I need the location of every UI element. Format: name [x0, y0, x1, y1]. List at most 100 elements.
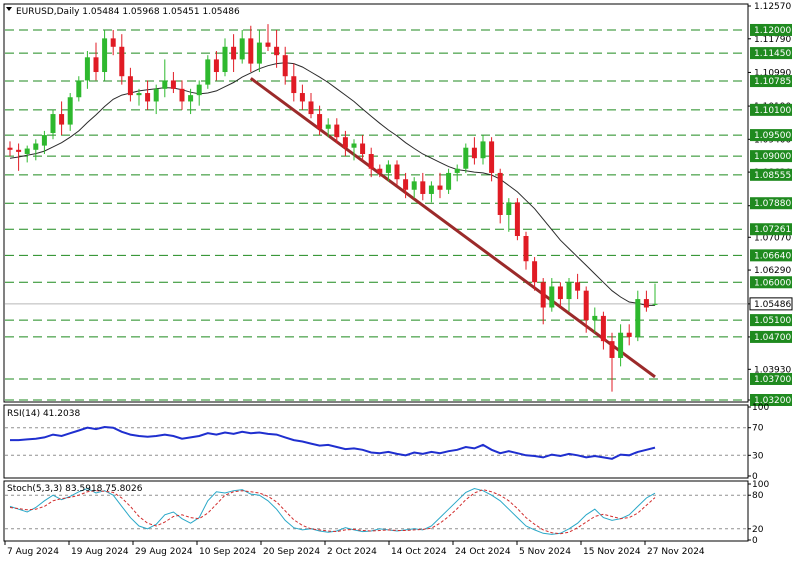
level-label: 1.10785 [754, 77, 791, 87]
candle [575, 273, 581, 300]
candle [360, 135, 366, 161]
candle-body [446, 172, 452, 190]
stoch-y-tick-label: 80 [752, 491, 764, 501]
candle-body [50, 114, 56, 133]
candle [256, 29, 262, 73]
candle-body [652, 303, 658, 305]
level-label-box [750, 249, 792, 262]
y-tick-label: 1.06290 [754, 266, 791, 276]
level-label: 1.03200 [754, 396, 791, 406]
candle [248, 25, 254, 73]
candle-body [377, 168, 383, 173]
candle [446, 168, 452, 194]
candle [84, 50, 90, 89]
candle-body [411, 181, 417, 190]
level-label-box [750, 103, 792, 116]
x-tick-label: 19 Aug 2024 [71, 547, 129, 557]
level-label-box [750, 150, 792, 163]
candle-body [532, 261, 538, 283]
stoch-y-tick-label: 0 [752, 536, 758, 546]
level-label-box [750, 129, 792, 142]
candle-body [325, 124, 331, 129]
candle [291, 63, 297, 102]
candle-body [351, 143, 357, 148]
candle-body [162, 80, 168, 89]
candle [153, 84, 159, 115]
rsi-y-tick-label: 0 [752, 472, 758, 482]
candle-body [592, 315, 598, 321]
candle-body [119, 46, 125, 77]
candle [162, 59, 168, 98]
symbol-header: EURUSD,Daily 1.05484 1.05968 1.05451 1.0… [16, 7, 240, 17]
candle [265, 24, 271, 51]
candle-body [463, 147, 469, 169]
y-tick-label: 1.05486 [754, 300, 791, 310]
candle-body [205, 59, 211, 85]
candle [196, 80, 202, 106]
candle [480, 135, 486, 165]
candle-body [265, 42, 271, 47]
candle-body [540, 282, 546, 308]
candle [93, 42, 99, 81]
rsi-pane-frame [3, 404, 749, 479]
candle-body [213, 59, 219, 73]
level-label-box [750, 314, 792, 327]
y-tick-label: 1.07070 [754, 233, 791, 243]
candle [540, 278, 546, 325]
candle-body [16, 149, 22, 152]
candle [532, 257, 538, 291]
candle [334, 118, 340, 144]
level-label: 1.06000 [754, 278, 791, 288]
x-tick-label: 14 Oct 2024 [391, 547, 447, 557]
candle [497, 168, 503, 224]
rsi-title: RSI(14) 41.2038 [7, 409, 80, 419]
candle-body [600, 315, 606, 342]
candle-body [514, 202, 520, 237]
candle-body [626, 332, 632, 337]
candle-body [489, 141, 495, 173]
candle-body [437, 185, 443, 190]
level-label: 1.12000 [754, 26, 791, 36]
candle [102, 29, 108, 81]
level-label-box [750, 23, 792, 36]
candle [188, 88, 194, 115]
candle [523, 231, 529, 270]
level-label: 1.06640 [754, 251, 791, 261]
stoch-signal-line [9, 489, 656, 535]
candle-body [84, 57, 90, 81]
candle [385, 160, 391, 182]
candle [403, 172, 409, 199]
candle-body [76, 80, 82, 98]
candle [394, 160, 400, 186]
candle-body [231, 46, 237, 60]
moving-average [9, 62, 655, 306]
level-label: 1.11450 [754, 49, 791, 59]
candle-body [609, 341, 615, 358]
candle-body [360, 143, 366, 155]
candle [325, 118, 331, 138]
candle-body [248, 38, 254, 64]
rsi-y-tick-label: 70 [752, 424, 764, 434]
candle [317, 105, 323, 136]
main-pane-frame [3, 3, 749, 403]
candle [377, 164, 383, 178]
x-tick-label: 27 Nov 2024 [647, 547, 705, 557]
candle [557, 282, 563, 308]
candle [24, 145, 30, 163]
candle-body [506, 202, 512, 215]
candle [127, 67, 133, 102]
level-label-box [750, 276, 792, 289]
stoch-y-tick-label: 100 [752, 480, 769, 490]
candle-body [41, 135, 47, 146]
price-axis: 1.125701.117901.109901.101901.094001.086… [748, 2, 793, 406]
symbol-header-marker [6, 7, 12, 11]
level-label-box [750, 197, 792, 210]
candle [351, 139, 357, 161]
level-label-box [750, 330, 792, 343]
candle [471, 137, 477, 165]
candle-body [566, 282, 572, 300]
candle [566, 278, 572, 312]
level-label: 1.04700 [754, 333, 791, 343]
candle-body [93, 57, 99, 73]
